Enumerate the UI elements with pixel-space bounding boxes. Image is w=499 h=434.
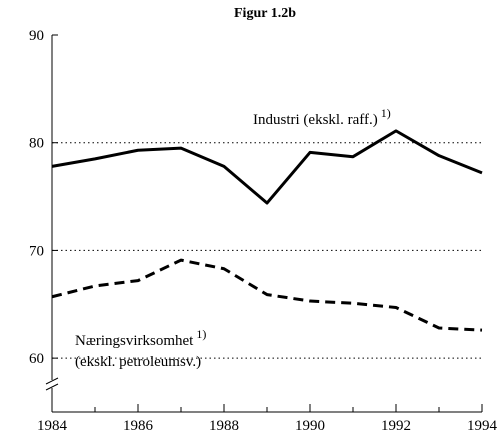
annotation-text: Industri (ekskl. raff.) (253, 112, 378, 128)
annotation: Næringsvirksomhet 1) (75, 327, 206, 349)
annotation-text: (ekskl. petroleumsv.) (75, 354, 201, 370)
y-tick-label: 90 (29, 28, 44, 44)
x-tick-label: 1986 (123, 418, 154, 434)
axis-break (45, 383, 59, 391)
line (51, 258, 483, 332)
axis-break (45, 377, 59, 385)
x-tick-label: 1992 (381, 418, 411, 434)
x-tick-label: 1984 (37, 418, 68, 434)
x-tick-label: 1988 (209, 418, 239, 434)
axis-break-gap (46, 380, 58, 388)
annotation-note: 1) (381, 106, 391, 120)
y-tick-label: 70 (29, 243, 44, 259)
annotation-text: Næringsvirksomhet (75, 333, 194, 349)
x-tick-label: 1994 (467, 418, 498, 434)
chart-title: Figur 1.2b (234, 6, 296, 21)
x-tick-label: 1990 (295, 418, 325, 434)
annotation-note: 1) (196, 327, 206, 341)
annotation: Industri (ekskl. raff.) 1) (253, 106, 391, 128)
line (51, 129, 483, 205)
y-tick-label: 80 (29, 136, 44, 152)
y-tick-label: 60 (29, 351, 44, 367)
annotation: (ekskl. petroleumsv.) (75, 354, 201, 370)
